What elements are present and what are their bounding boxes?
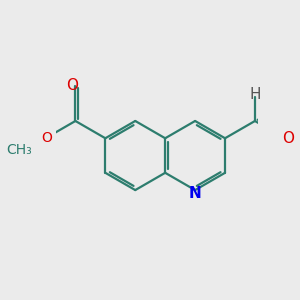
Text: O: O [41,131,52,146]
Text: O: O [66,78,78,93]
Text: O: O [282,131,294,146]
Text: CH₃: CH₃ [7,143,32,157]
Text: H: H [250,86,261,101]
Text: N: N [189,186,202,201]
